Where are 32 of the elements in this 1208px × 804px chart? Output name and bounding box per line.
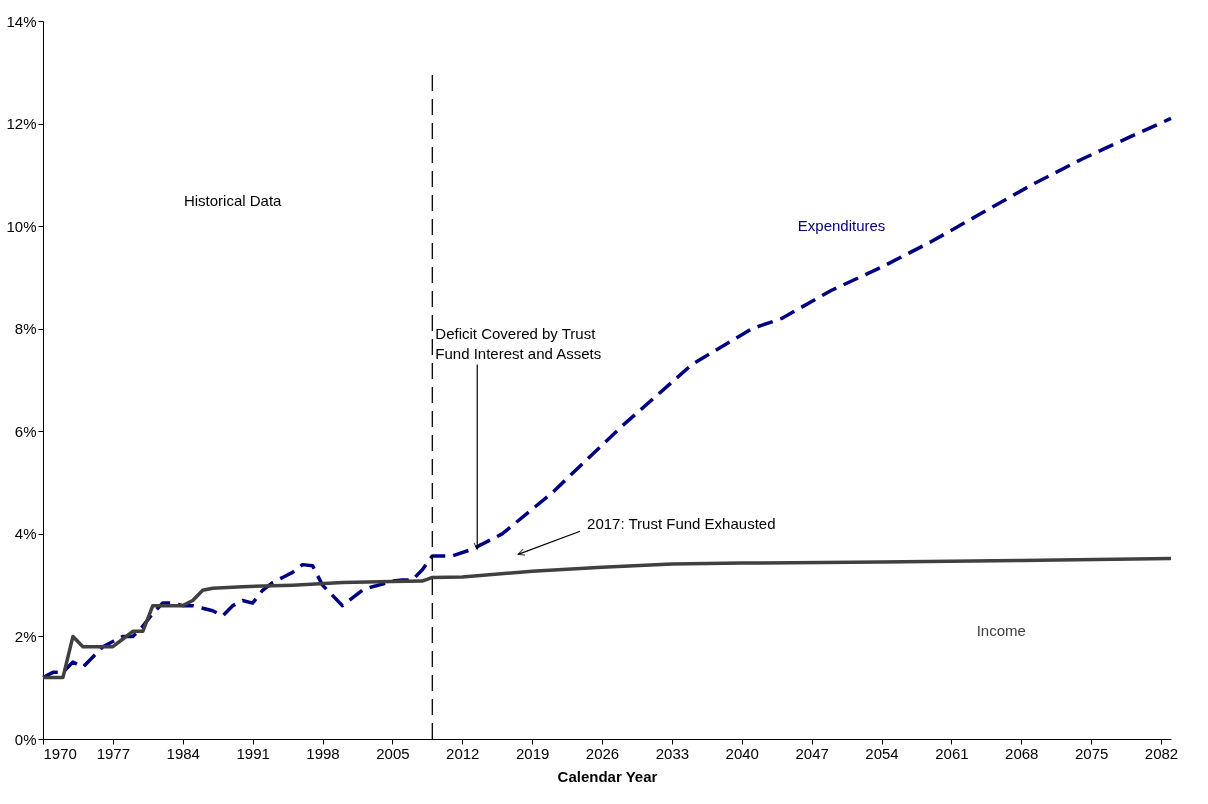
text: Income [976, 622, 1026, 640]
annotation: 2017: Trust Fund Exhausted [587, 514, 776, 532]
y-tick-label: 10% [6, 217, 37, 235]
x-tick-label: 2061 [935, 744, 969, 762]
x-tick-label: 2033 [655, 744, 690, 762]
y-tick-label: 12% [6, 115, 37, 133]
x-tick-label: 1991 [236, 744, 270, 762]
x-tick-label: 2068 [1005, 744, 1039, 762]
y-tick-label: 6% [14, 422, 37, 440]
x-tick-label: 2026 [585, 744, 620, 762]
series-label: Expenditures [797, 217, 886, 235]
x-tick-label: 2005 [376, 744, 410, 762]
y-tick-label: 0% [14, 730, 37, 748]
y-tick-label: 14% [6, 12, 37, 30]
y-tick-label: 2% [14, 627, 37, 645]
y-tick-label: 4% [14, 525, 37, 543]
annotation: Historical Data [183, 191, 283, 209]
x-tick-label: 2082 [1144, 744, 1179, 762]
x-tick-label: 2019 [515, 744, 550, 762]
x-tick-label: 2047 [795, 744, 829, 762]
x-axis-title: Calendar Year [557, 767, 658, 785]
x-tick-label: 2040 [725, 744, 759, 762]
x-tick-label: 2012 [446, 744, 480, 762]
x-tick-label: 2075 [1074, 744, 1109, 762]
line-series [41, 556, 1173, 680]
x-tick-label: 1998 [306, 744, 340, 762]
y-tick-label: 8% [14, 320, 37, 338]
x-tick-label: 1984 [166, 744, 200, 762]
x-tick-label: 1977 [96, 744, 131, 762]
x-tick-label: 1970 [43, 744, 77, 762]
annotation: Deficit Covered by Trust Fund Interest and Assets [435, 324, 602, 362]
x-tick-label: 2054 [865, 744, 899, 762]
